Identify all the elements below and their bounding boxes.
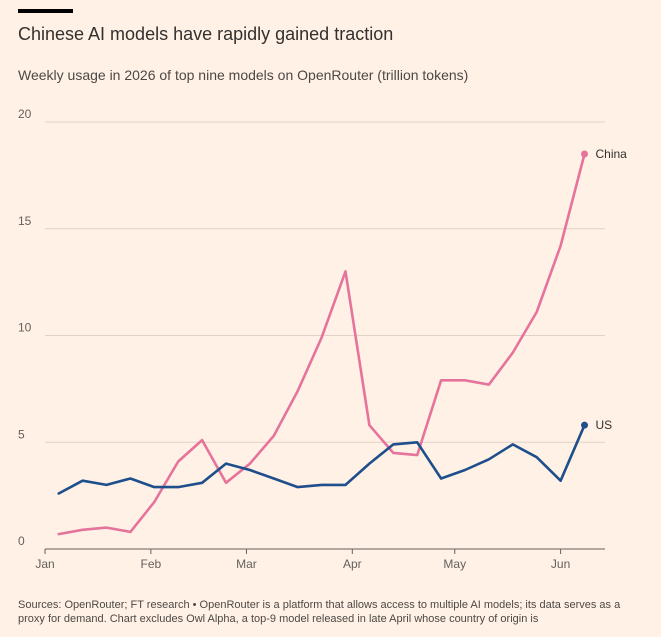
series-line-us: [57, 423, 586, 495]
y-tick-label: 20: [18, 107, 32, 121]
series-line-china: [57, 152, 586, 536]
series-label-us: US: [596, 418, 613, 432]
series-endpoint-us: [581, 421, 589, 429]
x-tick-label: Jan: [35, 557, 54, 571]
series-endpoint-china: [581, 150, 589, 158]
ft-top-bar: [18, 9, 73, 13]
y-tick-label: 15: [18, 214, 32, 228]
source-note: Sources: OpenRouter; FT research • OpenR…: [18, 599, 621, 625]
y-tick-label: 5: [18, 427, 25, 441]
x-tick-label: May: [443, 557, 466, 571]
chart-subtitle: Weekly usage in 2026 of top nine models …: [18, 67, 469, 83]
x-tick-label: Apr: [343, 557, 362, 571]
series-label-china: China: [596, 147, 628, 161]
y-tick-label: 10: [18, 321, 32, 335]
y-tick-label: 0: [18, 534, 25, 548]
x-tick-label: Feb: [141, 557, 162, 571]
line-chart: 0 5 10 15 20 Jan Feb Mar Apr May Jun China US: [18, 107, 628, 571]
chart-title: Chinese AI models have rapidly gained tr…: [18, 24, 394, 44]
x-tick-label: Mar: [236, 557, 257, 571]
x-tick-label: Jun: [551, 557, 570, 571]
